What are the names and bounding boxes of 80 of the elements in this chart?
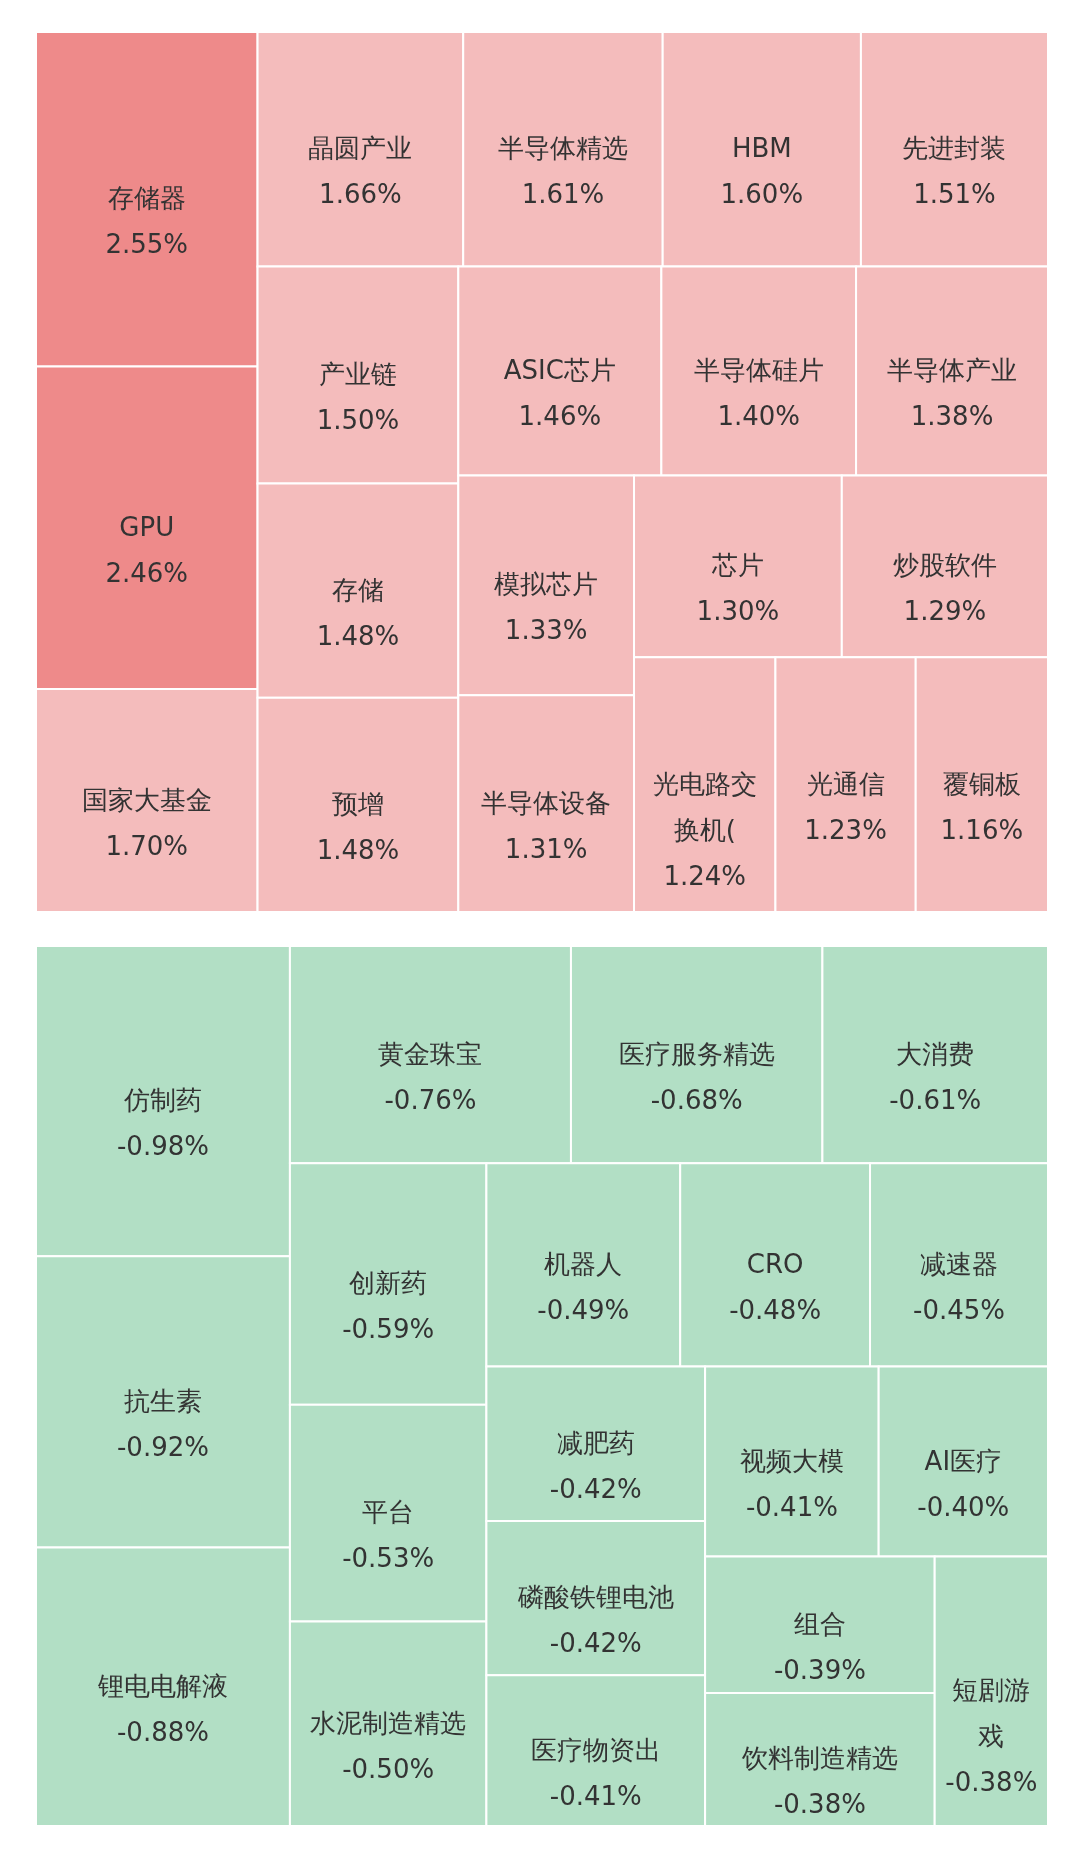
category-label: 半导体产业 — [887, 354, 1018, 385]
data-label: -0.39% — [773, 1654, 866, 1685]
category-label: 磷酸铁锂电池 — [516, 1582, 674, 1613]
category-label: 覆铜板 — [942, 768, 1021, 799]
data-label: 1.31% — [504, 833, 588, 864]
category-label: 仿制药 — [122, 1085, 202, 1116]
data-label: -0.53% — [342, 1543, 435, 1574]
data-label: 1.38% — [910, 400, 994, 431]
data-label: 1.16% — [940, 814, 1024, 845]
category-label: 预增 — [331, 788, 384, 819]
data-label: -0.42% — [549, 1628, 642, 1659]
data-label: -0.76% — [384, 1084, 477, 1115]
category-label: 黄金珠宝 — [378, 1038, 483, 1069]
category-label: 存储器 — [107, 183, 186, 214]
data-label: 1.50% — [316, 405, 400, 436]
category-label: 国家大基金 — [81, 784, 212, 815]
data-label: 1.40% — [717, 400, 801, 431]
category-label: 存储 — [331, 574, 384, 605]
category-label: 组合 — [793, 1608, 846, 1639]
category-label: HBM — [731, 133, 792, 164]
data-label: -0.68% — [650, 1084, 743, 1115]
data-label: 1.70% — [105, 830, 189, 861]
data-label: 1.30% — [696, 596, 780, 627]
category-label: CRO — [746, 1248, 804, 1279]
category-label: 大消费 — [896, 1038, 975, 1069]
category-label: 炒股软件 — [892, 550, 997, 581]
data-label: -0.42% — [549, 1473, 642, 1504]
category-label: 抗生素 — [123, 1385, 202, 1416]
data-label: 1.48% — [316, 620, 400, 651]
category-label: GPU — [119, 511, 175, 542]
category-label: 芯片 — [710, 550, 764, 581]
category-label: 锂电电解液 — [96, 1670, 228, 1701]
data-label: -0.41% — [745, 1491, 838, 1522]
category-label: 半导体精选 — [497, 133, 628, 164]
data-label: -0.88% — [116, 1716, 209, 1747]
data-label: 1.61% — [521, 179, 605, 210]
data-label: -0.38% — [945, 1767, 1038, 1798]
category-label: 医疗物资出 — [530, 1734, 661, 1765]
data-label: 2.46% — [105, 557, 189, 588]
category-label: 半导体设备 — [481, 787, 612, 818]
category-label: AI医疗 — [924, 1445, 1003, 1476]
category-label: 创新药 — [349, 1268, 428, 1299]
category-label: 医疗服务精选 — [618, 1038, 775, 1069]
category-label: 先进封装 — [902, 133, 1007, 164]
category-label: 半导体硅片 — [693, 354, 824, 385]
data-label: -0.92% — [116, 1431, 209, 1462]
data-label: 1.60% — [720, 179, 804, 210]
data-label: 1.66% — [319, 179, 402, 210]
category-label: 晶圆产业 — [308, 133, 413, 164]
data-label: -0.61% — [889, 1084, 982, 1115]
data-label: 1.33% — [504, 615, 588, 646]
data-label: -0.48% — [729, 1294, 822, 1325]
category-label: 减速器 — [920, 1248, 999, 1279]
data-label: -0.41% — [549, 1780, 642, 1811]
data-label: 1.29% — [903, 596, 987, 627]
data-label: -0.45% — [913, 1294, 1006, 1325]
data-label: 1.23% — [804, 814, 887, 845]
category-label: 平台 — [362, 1497, 415, 1528]
category-label: 模拟芯片 — [494, 569, 599, 600]
data-label: -0.98% — [116, 1131, 209, 1162]
category-label: 饮料制造精选 — [740, 1743, 898, 1774]
data-label: -0.59% — [342, 1314, 435, 1345]
category-label: 短剧游戏 — [952, 1675, 1031, 1752]
category-label: 减肥药 — [556, 1427, 635, 1458]
data-label: 1.51% — [913, 179, 996, 210]
data-label: 2.55% — [105, 229, 189, 260]
data-label: 1.46% — [518, 400, 602, 431]
data-label: -0.49% — [537, 1294, 630, 1325]
data-label: -0.38% — [773, 1789, 866, 1820]
category-label: 视频大模 — [739, 1445, 844, 1476]
data-label: -0.50% — [342, 1753, 435, 1784]
category-label: 光电路交换机( — [652, 768, 757, 845]
category-label: 产业链 — [318, 359, 397, 390]
data-label: 1.24% — [663, 860, 747, 891]
category-label: 光通信 — [806, 768, 885, 799]
data-label: -0.40% — [917, 1491, 1010, 1522]
category-label: ASIC芯片 — [503, 354, 616, 385]
data-label: 1.48% — [316, 834, 400, 865]
category-label: 水泥制造精选 — [310, 1707, 467, 1738]
category-label: 机器人 — [544, 1248, 623, 1279]
